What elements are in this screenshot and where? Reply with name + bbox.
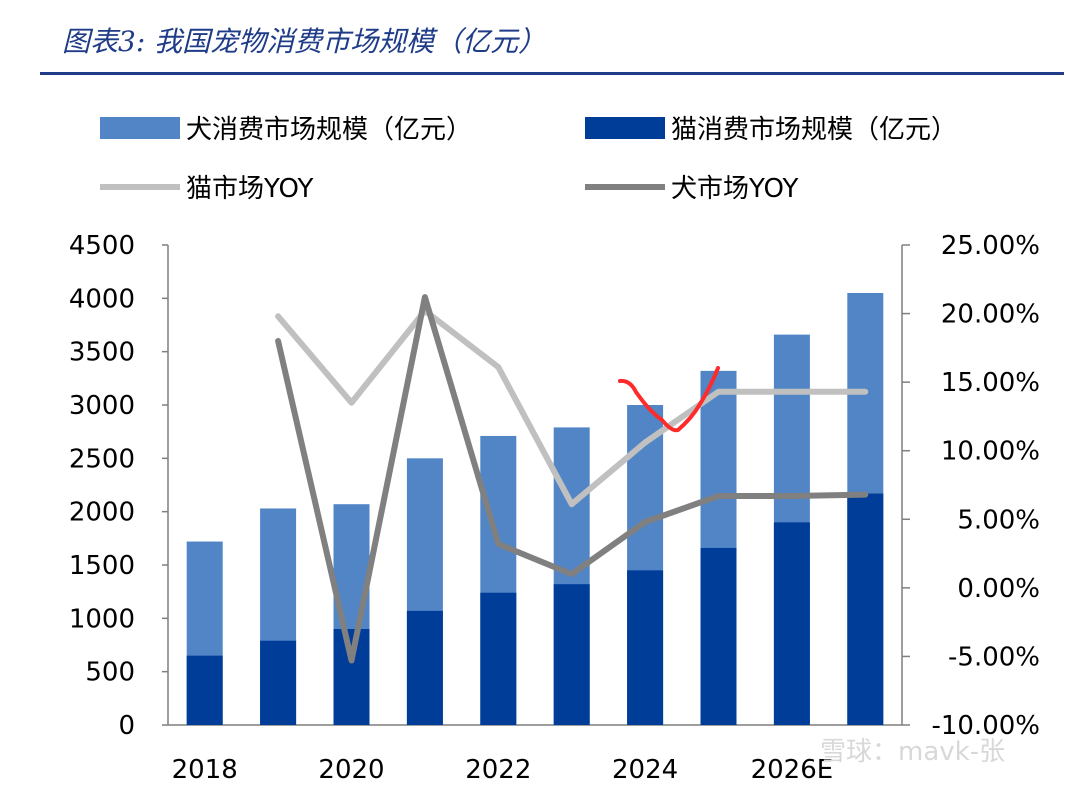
right-tick-label: 25.00%: [941, 231, 1040, 261]
right-tick-label: -5.00%: [948, 642, 1040, 672]
cat-bar: [553, 584, 590, 725]
left-tick-label: 2500: [69, 444, 135, 474]
cat-yoy-line: [275, 307, 869, 508]
x-tick-label: 2020: [318, 755, 384, 785]
left-tick-label: 0: [118, 711, 135, 741]
title-underline: [40, 72, 1064, 75]
right-tick-label: 20.00%: [941, 300, 1040, 330]
left-tick-label: 2000: [69, 498, 135, 528]
cat-bar: [773, 522, 810, 725]
legend-label: 猫消费市场规模（亿元）: [671, 115, 957, 145]
left-tick-label: 4500: [69, 231, 135, 261]
legend: 犬消费市场规模（亿元） 猫消费市场规模（亿元） 猫市场YOY 犬市场YOY: [100, 115, 957, 204]
cat-bar: [847, 493, 884, 725]
right-tick-label: 15.00%: [941, 368, 1040, 398]
cat-bar: [333, 629, 370, 725]
legend-label: 犬消费市场规模（亿元）: [186, 115, 472, 145]
cat-bar: [406, 610, 443, 725]
left-tick-label: 1500: [69, 551, 135, 581]
left-tick-label: 3500: [69, 338, 135, 368]
yoy-lines: [275, 294, 869, 664]
x-tick-label: 2022: [465, 755, 531, 785]
cat-bar: [480, 592, 517, 725]
watermark: 雪球：mavk-张: [820, 737, 1005, 767]
left-tick-label: 1000: [69, 604, 135, 634]
chart-title: 图表3: 我国宠物消费市场规模（亿元）: [62, 25, 547, 58]
left-tick-label: 500: [85, 658, 135, 688]
cat-bar: [627, 570, 664, 725]
right-tick-label: -10.00%: [931, 711, 1040, 741]
cat-bar: [700, 547, 737, 725]
x-tick-label: 2026E: [751, 755, 834, 785]
left-tick-label: 3000: [69, 391, 135, 421]
legend-swatch: [100, 117, 180, 139]
right-tick-label: 0.00%: [957, 574, 1040, 604]
x-tick-label: 2018: [172, 755, 238, 785]
legend-swatch: [585, 117, 665, 139]
cat-bar: [260, 640, 297, 725]
cat-bars: [186, 493, 884, 725]
legend-label: 犬市场YOY: [671, 174, 799, 204]
dog-yoy-line: [275, 294, 869, 664]
annotation: [618, 366, 720, 433]
cat-bar: [186, 655, 223, 725]
left-tick-label: 4000: [69, 284, 135, 314]
right-tick-label: 10.00%: [941, 437, 1040, 467]
right-tick-label: 5.00%: [957, 505, 1040, 535]
legend-label: 猫市场YOY: [186, 174, 314, 204]
axes: 0 500 1000 1500 2000 2500 3000 3500 4000 4500 -10.…: [69, 231, 1040, 785]
x-tick-label: 2024: [612, 755, 678, 785]
red-check-mark: [618, 366, 720, 433]
